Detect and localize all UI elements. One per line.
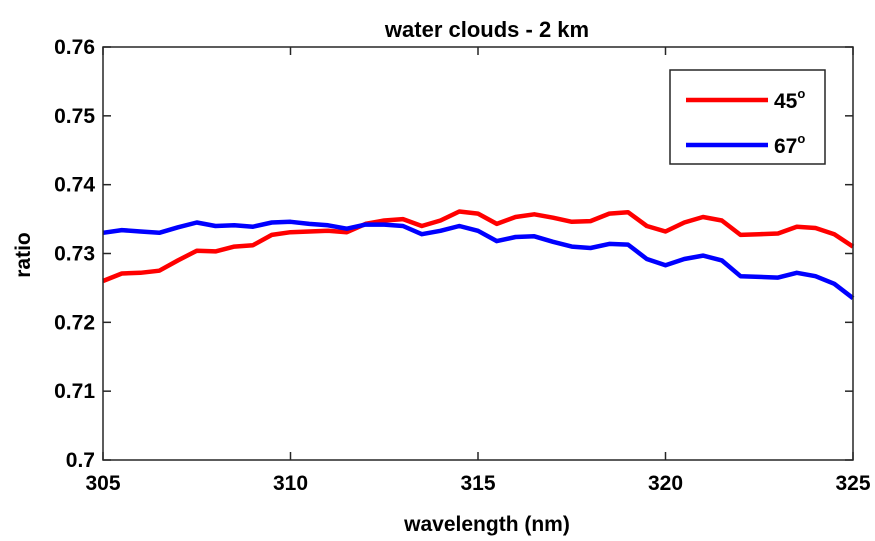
y-tick-label: 0.73 bbox=[54, 243, 95, 266]
x-tick-label: 325 bbox=[835, 472, 870, 495]
legend-label-degree: o bbox=[797, 86, 805, 101]
y-tick-label: 0.71 bbox=[54, 380, 95, 403]
legend-label-value: 67 bbox=[774, 135, 797, 158]
y-tick-label: 0.75 bbox=[54, 105, 95, 128]
series-line-45 bbox=[102, 209, 855, 284]
x-tick-label: 320 bbox=[648, 472, 683, 495]
y-tick-label: 0.74 bbox=[54, 174, 95, 197]
plot-frame bbox=[102, 46, 854, 461]
x-tick-label: 315 bbox=[460, 472, 495, 495]
y-tick-label: 0.7 bbox=[66, 449, 95, 472]
legend-label-45: 45o bbox=[774, 86, 805, 113]
legend-label-degree: o bbox=[797, 131, 805, 146]
legend-box bbox=[669, 69, 826, 165]
y-axis-title: ratio bbox=[12, 232, 35, 278]
y-tick-label: 0.72 bbox=[54, 311, 95, 334]
chart-title: water clouds - 2 km bbox=[384, 17, 589, 42]
legend-label-67: 67o bbox=[774, 131, 805, 158]
series-layer bbox=[102, 209, 855, 300]
y-tick-label: 0.76 bbox=[54, 36, 95, 59]
x-axis-title: wavelength (nm) bbox=[403, 513, 570, 536]
series-line-67 bbox=[102, 219, 855, 300]
x-tick-label: 305 bbox=[85, 472, 120, 495]
x-tick-label: 310 bbox=[273, 472, 308, 495]
axis-ticks: 305 310 315 320 325 0.7 0.71 0.72 0.73 0.74 0.75 0.… bbox=[54, 36, 871, 495]
legend-label-value: 45 bbox=[774, 90, 798, 113]
